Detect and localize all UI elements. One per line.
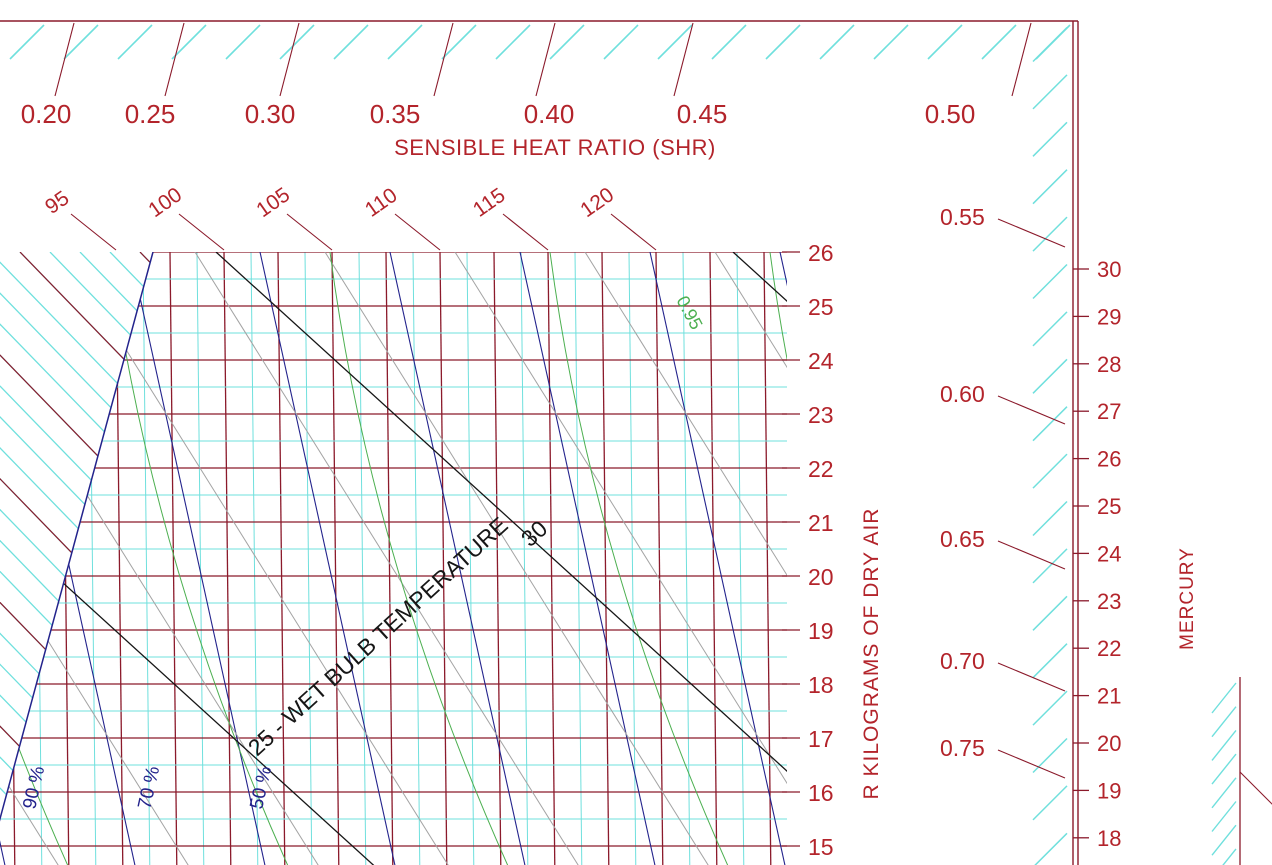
svg-text:18: 18 [1097,826,1121,851]
svg-text:23: 23 [1097,589,1121,614]
svg-text:22: 22 [808,456,834,482]
svg-text:0.40: 0.40 [524,99,575,129]
svg-text:20: 20 [808,564,834,590]
svg-text:19: 19 [1097,778,1121,803]
svg-text:16: 16 [808,780,834,806]
svg-text:18: 18 [808,672,834,698]
svg-text:25: 25 [808,294,834,320]
svg-text:25: 25 [1097,494,1121,519]
svg-text:0.20: 0.20 [21,99,72,129]
svg-text:28: 28 [1097,352,1121,377]
svg-text:24: 24 [1097,541,1121,566]
svg-text:29: 29 [1097,304,1121,329]
svg-text:15: 15 [808,834,834,860]
svg-text:0.70: 0.70 [940,648,985,674]
svg-text:24: 24 [808,348,834,374]
svg-text:MERCURY: MERCURY [1177,547,1198,650]
svg-text:26: 26 [1097,447,1121,472]
svg-text:23: 23 [808,402,834,428]
svg-text:17: 17 [808,726,834,752]
svg-text:0.45: 0.45 [677,99,728,129]
svg-text:30: 30 [1097,257,1121,282]
svg-text:26: 26 [808,240,834,266]
svg-text:27: 27 [1097,399,1121,424]
svg-text:0.75: 0.75 [940,735,985,761]
svg-text:22: 22 [1097,636,1121,661]
svg-text:20: 20 [1097,731,1121,756]
svg-text:SENSIBLE HEAT RATIO (SHR): SENSIBLE HEAT RATIO (SHR) [394,135,716,160]
svg-text:19: 19 [808,618,834,644]
svg-text:0.60: 0.60 [940,381,985,407]
svg-text:0.55: 0.55 [940,204,985,230]
svg-text:21: 21 [1097,684,1121,709]
svg-text:0.50: 0.50 [925,99,976,129]
svg-text:21: 21 [808,510,834,536]
svg-text:0.25: 0.25 [125,99,176,129]
svg-text:0.30: 0.30 [245,99,296,129]
svg-text:0.35: 0.35 [370,99,421,129]
svg-text:0.65: 0.65 [940,526,985,552]
svg-text:R KILOGRAMS OF DRY AIR: R KILOGRAMS OF DRY AIR [860,508,883,800]
